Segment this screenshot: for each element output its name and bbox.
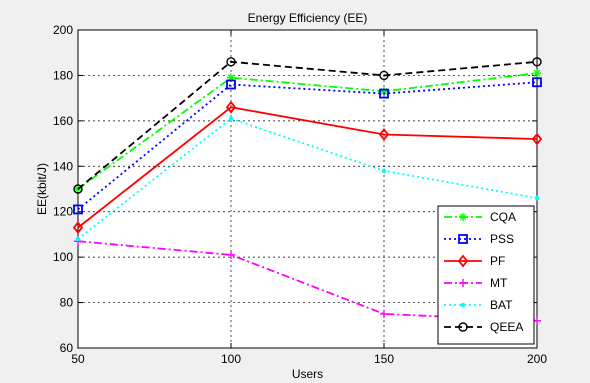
axis-ticks: 50 100 150 200 60 80 100 120 140 160 180 200 (53, 23, 547, 366)
data-point-pss (532, 77, 542, 88)
legend-label-bat: BAT (490, 298, 513, 312)
series-line-bat (77, 117, 538, 240)
legend-item-pss: PSS (444, 232, 514, 246)
y-tick-label: 100 (53, 250, 73, 264)
series-line-qeea (77, 60, 538, 190)
legend-item-bat: BAT (444, 298, 513, 312)
legend-marker-pss (458, 234, 468, 244)
legend-item-cqa: CQA (444, 210, 516, 224)
data-point-pf (72, 221, 84, 235)
legend-marker-pf (457, 254, 469, 268)
y-tick-label: 200 (53, 23, 73, 37)
y-tick-label: 180 (53, 68, 73, 82)
y-tick-label: 120 (53, 205, 73, 219)
legend-item-qeea: QEEA (444, 320, 523, 334)
data-point-bat (75, 236, 81, 242)
data-point-pss (226, 79, 236, 90)
legend-label-cqa: CQA (490, 210, 516, 224)
y-tick-label: 140 (53, 159, 73, 173)
series-line-cqa (77, 72, 538, 190)
y-tick-label: 80 (60, 296, 74, 310)
series-bat (75, 116, 540, 242)
series-qeea (73, 57, 542, 194)
x-tick-label: 50 (71, 352, 85, 366)
legend-marker-bat (460, 302, 466, 308)
data-point-qeea (73, 184, 83, 194)
legend-label-pf: PF (490, 254, 505, 268)
legend-items: CQA PSS PF MT BAT QEEA (444, 210, 523, 334)
data-point-bat (228, 116, 234, 121)
series-layer (72, 57, 543, 325)
legend-marker-cqa (459, 213, 467, 221)
y-tick-label: 160 (53, 114, 73, 128)
x-tick-label: 100 (221, 352, 241, 366)
data-point-pf (225, 100, 237, 114)
data-point-bat (381, 168, 387, 174)
y-axis-label: EE(kbit/J) (35, 163, 49, 215)
legend: CQA PSS PF MT BAT QEEA (437, 205, 535, 345)
data-point-pf (531, 132, 543, 146)
legend-item-pf: PF (444, 254, 505, 268)
x-tick-label: 150 (374, 352, 394, 366)
series-pf (72, 100, 543, 235)
data-point-pf (378, 128, 390, 141)
legend-label-mt: MT (490, 276, 508, 290)
data-point-pss (73, 204, 83, 215)
data-point-qeea (226, 57, 236, 67)
legend-box (437, 205, 535, 345)
series-line-pf (77, 106, 538, 229)
series-mt (74, 237, 541, 325)
data-point-qeea (532, 57, 542, 67)
legend-marker-qeea (458, 322, 468, 332)
legend-label-pss: PSS (490, 232, 514, 246)
data-point-mt (227, 250, 235, 259)
data-point-qeea (379, 70, 389, 81)
legend-marker-mt (459, 279, 467, 287)
series-pss (73, 77, 542, 215)
legend-label-qeea: QEEA (490, 320, 523, 334)
chart-title: Energy Efficiency (EE) (248, 11, 368, 25)
data-point-cqa (533, 69, 541, 78)
legend-item-mt: MT (444, 276, 508, 290)
data-point-mt (380, 309, 388, 318)
data-point-pss (379, 88, 389, 99)
data-point-bat (534, 195, 540, 201)
series-line-mt (77, 240, 538, 322)
y-tick-label: 60 (60, 341, 74, 355)
x-tick-label: 200 (527, 352, 547, 366)
x-axis-label: Users (292, 367, 323, 381)
